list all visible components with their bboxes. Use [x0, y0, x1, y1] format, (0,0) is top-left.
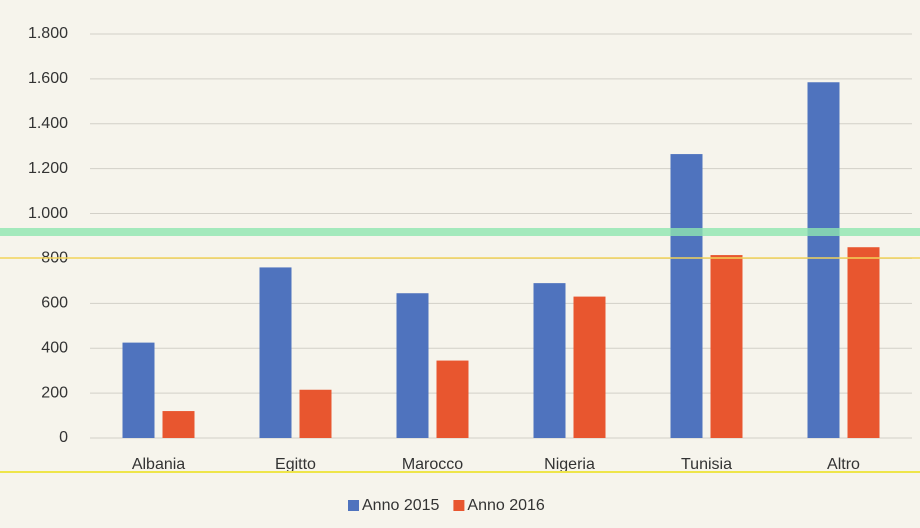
x-tick-label: Nigeria	[544, 456, 595, 473]
bar	[299, 389, 332, 438]
scan-line	[0, 228, 920, 236]
bar	[670, 154, 703, 439]
legend-label: Anno 2015	[362, 497, 440, 514]
y-tick-label: 1.800	[28, 25, 68, 42]
bar	[162, 411, 195, 438]
bar	[847, 247, 880, 438]
y-tick-label: 0	[59, 429, 68, 446]
bar	[259, 267, 292, 438]
x-tick-label: Albania	[132, 456, 185, 473]
bar	[710, 255, 743, 438]
x-tick-label: Altro	[827, 456, 860, 473]
legend-swatch	[453, 500, 465, 511]
y-tick-label: 1.400	[28, 115, 68, 132]
bar	[122, 342, 155, 438]
legend-swatch	[348, 500, 359, 511]
bar	[436, 360, 469, 438]
y-tick-label: 1.600	[28, 70, 68, 87]
y-tick-label: 1.200	[28, 160, 68, 177]
bar	[396, 293, 429, 438]
bar	[533, 283, 566, 438]
y-tick-label: 400	[41, 339, 68, 356]
x-tick-label: Marocco	[402, 456, 463, 473]
x-tick-label: Tunisia	[681, 456, 732, 473]
bar	[807, 82, 840, 438]
legend-label: Anno 2016	[467, 497, 545, 514]
y-tick-label: 1.000	[28, 205, 68, 222]
y-tick-label: 200	[41, 384, 68, 401]
x-tick-label: Egitto	[275, 456, 316, 473]
y-tick-label: 600	[41, 295, 68, 312]
bar	[573, 296, 606, 438]
